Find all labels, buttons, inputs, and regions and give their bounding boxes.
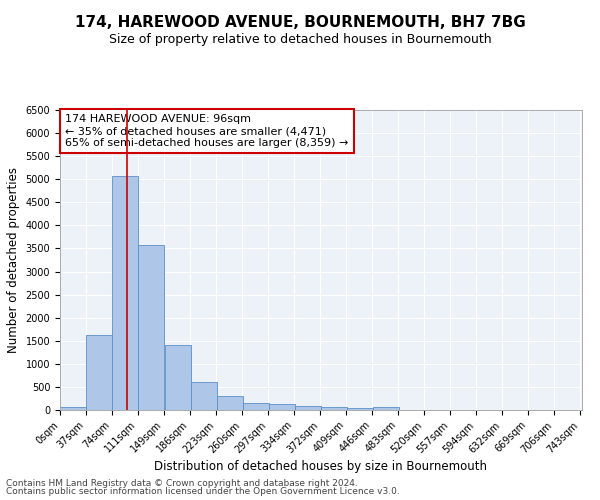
- Bar: [295, 406, 320, 410]
- Text: 174 HAREWOOD AVENUE: 96sqm
← 35% of detached houses are smaller (4,471)
65% of s: 174 HAREWOOD AVENUE: 96sqm ← 35% of deta…: [65, 114, 349, 148]
- Text: Size of property relative to detached houses in Bournemouth: Size of property relative to detached ho…: [109, 32, 491, 46]
- Bar: [347, 408, 373, 410]
- Bar: [322, 408, 347, 410]
- Text: 174, HAREWOOD AVENUE, BOURNEMOUTH, BH7 7BG: 174, HAREWOOD AVENUE, BOURNEMOUTH, BH7 7…: [74, 15, 526, 30]
- Bar: [373, 408, 400, 410]
- Bar: [242, 402, 269, 410]
- Y-axis label: Number of detached properties: Number of detached properties: [7, 167, 20, 353]
- Bar: [112, 176, 138, 410]
- Bar: [60, 406, 86, 410]
- Bar: [191, 382, 217, 410]
- Bar: [86, 335, 112, 410]
- Bar: [217, 396, 242, 410]
- Bar: [269, 404, 295, 410]
- X-axis label: Distribution of detached houses by size in Bournemouth: Distribution of detached houses by size …: [155, 460, 487, 473]
- Bar: [138, 245, 164, 410]
- Text: Contains HM Land Registry data © Crown copyright and database right 2024.: Contains HM Land Registry data © Crown c…: [6, 478, 358, 488]
- Text: Contains public sector information licensed under the Open Government Licence v3: Contains public sector information licen…: [6, 487, 400, 496]
- Bar: [164, 346, 191, 410]
